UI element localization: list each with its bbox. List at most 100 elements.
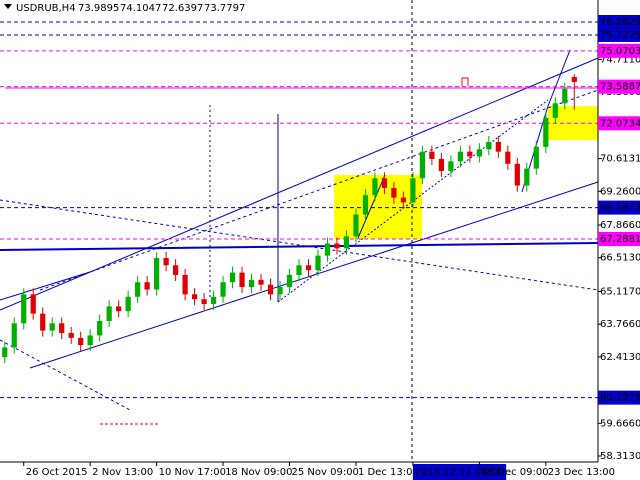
x-tick-label: 2015.12.11 00:00 (415, 467, 504, 478)
candle-body (562, 88, 568, 104)
candle-body (419, 151, 426, 179)
box-zone (334, 175, 422, 239)
low: 72.6397 (162, 3, 203, 14)
candle-body (172, 265, 179, 275)
x-tick-label: 16 Dec 09:00 (481, 467, 548, 478)
x-tick-highlight (412, 464, 507, 480)
candle-body (2, 347, 8, 358)
candle-body (495, 141, 501, 152)
plot (0, 21, 598, 399)
candle-body (372, 178, 378, 196)
candle-body (182, 274, 188, 295)
candle-body (248, 279, 255, 288)
candle-body (362, 195, 369, 215)
candle-body (11, 323, 17, 348)
candle-body (78, 337, 84, 346)
candle-body (476, 149, 482, 157)
candle-body (429, 151, 435, 159)
candle-body (296, 265, 302, 275)
candle-body (40, 313, 46, 331)
x-tick-label: 23 Dec 13:00 (548, 467, 615, 478)
trend-line (0, 199, 599, 291)
candle-body (305, 265, 312, 271)
y-tick-label: 59.6660 (600, 418, 640, 429)
level-box (598, 43, 640, 58)
candle-body (410, 178, 416, 203)
menu-arrow[interactable] (4, 4, 12, 9)
candle-body (68, 333, 74, 338)
level-box (598, 116, 640, 131)
candle-body (391, 187, 397, 198)
y-tick-label: 67.8660 (600, 220, 640, 231)
y-tick-label: 58.3130 (600, 451, 640, 462)
open: 73.9895 (78, 3, 119, 14)
x-tick-label: 25 Nov 09:00 (292, 467, 359, 478)
y-tick-label: 70.6131 (600, 154, 640, 165)
y-tick-label: 65.1170 (600, 286, 640, 297)
candle-body (543, 117, 549, 147)
candle-body (220, 282, 226, 297)
candle-body (315, 255, 321, 271)
y-tick-label: 62.4130 (600, 352, 640, 363)
candle-body (448, 161, 454, 172)
trend-line (0, 339, 131, 411)
candle-body (49, 323, 55, 331)
x-tick-label: 18 Nov 09:00 (225, 467, 292, 478)
candle-body (201, 299, 207, 304)
level-box (598, 15, 640, 30)
candle-body (163, 258, 169, 266)
candle-body (97, 320, 103, 336)
candle-body (87, 335, 93, 346)
candle-body (154, 258, 160, 290)
candle-body (533, 146, 539, 169)
candle-body (135, 282, 141, 297)
symbol: USDRUB,H4 (16, 3, 76, 14)
trend-line (0, 271, 91, 301)
candle-body (457, 151, 463, 162)
y-tick-label: 63.7660 (600, 319, 640, 330)
level-box (598, 79, 640, 94)
candle-body (116, 306, 122, 312)
candle-body (353, 214, 359, 237)
candle-body (277, 287, 283, 295)
candle-body (59, 323, 65, 334)
candle-body (381, 178, 388, 188)
candle-body (229, 272, 236, 283)
candle-body (191, 294, 198, 300)
candle-body (144, 282, 150, 290)
y-tick-label: 69.2600 (600, 186, 640, 197)
candle-body (210, 296, 217, 304)
candle-body (467, 151, 473, 157)
candle-body (125, 296, 131, 312)
x-tick-label: 26 Oct 2015 (26, 467, 88, 478)
x-tick-label: 10 Nov 17:00 (159, 467, 226, 478)
candle-body (106, 306, 112, 321)
level-label: 60.7275 (600, 393, 640, 404)
candle-body (286, 274, 293, 288)
candle-body (267, 284, 274, 295)
candle-body (30, 294, 36, 314)
y-tick-label: 66.5130 (600, 253, 640, 264)
candle-body (571, 76, 577, 83)
candle-body (343, 236, 350, 249)
level-label: 75.0703 (600, 46, 640, 57)
channel-line (0, 57, 599, 311)
x-tick-label: 1 Dec 13:00 (358, 467, 419, 478)
price-flag (461, 77, 469, 86)
candle-body (21, 294, 27, 324)
level-box (598, 232, 640, 247)
candle-body (524, 168, 530, 186)
candle-body (514, 163, 520, 186)
candle-body (400, 197, 407, 203)
y-tick-label: 74.7110 (600, 55, 640, 66)
candle-body (438, 158, 444, 172)
x-tick-label: 2 Nov 13:00 (92, 467, 153, 478)
level-label: 67.2881 (600, 234, 640, 245)
candle-body (239, 272, 245, 288)
level-box (598, 200, 640, 215)
close: 73.7797 (204, 3, 245, 14)
support-line (0, 242, 599, 251)
level-label: 75.7275 (600, 30, 640, 41)
